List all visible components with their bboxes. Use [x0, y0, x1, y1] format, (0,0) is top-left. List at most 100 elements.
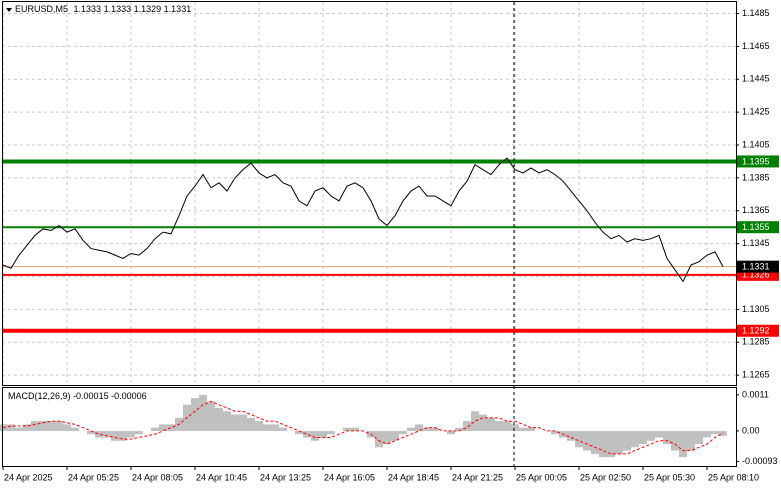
y-tick-label: 1.1465 — [742, 41, 770, 51]
macd-bar — [503, 421, 511, 431]
y-tick-label: 1.1385 — [742, 172, 770, 182]
y-tick-label: 1.1285 — [742, 337, 770, 347]
macd-bar — [407, 427, 415, 431]
macd-bar — [39, 421, 47, 431]
x-tick-label: 24 Apr 08:05 — [132, 472, 183, 482]
macd-bar — [207, 401, 215, 431]
y-tick-label: 1.1445 — [742, 74, 770, 84]
macd-bar — [159, 424, 167, 431]
macd-bar — [591, 430, 599, 454]
macd-bar — [575, 430, 583, 448]
level-label: 1.1355 — [742, 222, 770, 232]
macd-frame — [2, 387, 737, 467]
macd-bar — [519, 427, 527, 431]
macd-bar — [375, 430, 383, 448]
macd-bar — [703, 430, 711, 438]
signal-line — [2, 400, 724, 455]
y-tick-label: 1.1405 — [742, 139, 770, 149]
macd-bar — [263, 424, 271, 431]
macd-bar — [599, 430, 607, 458]
macd-bar — [87, 430, 95, 435]
macd-bar — [279, 427, 287, 431]
macd-bar — [623, 430, 631, 451]
y-tick-label: 1.1485 — [742, 8, 770, 18]
header: EURUSD,M5 1.1333 1.1333 1.1329 1.1331 — [15, 4, 191, 14]
macd-bar — [711, 430, 719, 435]
macd-bar — [343, 427, 351, 431]
macd-bar — [551, 430, 559, 435]
macd-bar — [47, 421, 55, 431]
macd-bar — [15, 427, 23, 431]
macd-bar — [423, 427, 431, 431]
y-tick-label: 1.1305 — [742, 304, 770, 314]
x-tick-label: 25 Apr 00:05 — [516, 472, 567, 482]
signal-value: -0.00006 — [111, 391, 147, 401]
macd-bar — [455, 427, 463, 431]
macd-bar — [239, 414, 247, 431]
y-tick-label: 1.1265 — [742, 370, 770, 380]
macd-bar — [679, 430, 687, 458]
plot-area — [0, 2, 736, 458]
macd-bar — [247, 417, 255, 431]
macd-bar — [655, 430, 663, 438]
x-tick-label: 24 Apr 18:45 — [388, 472, 439, 482]
last-price-label: 1.1331 — [742, 262, 770, 272]
macd-bar — [167, 424, 175, 431]
macd-bar — [191, 398, 199, 431]
level-label: 1.1395 — [742, 156, 770, 166]
symbol: EURUSD,M5 — [15, 4, 68, 14]
macd-bar — [135, 430, 143, 435]
y-tick-label: 1.1425 — [742, 107, 770, 117]
x-tick-label: 25 Apr 05:30 — [644, 472, 695, 482]
macd-bar — [351, 427, 359, 431]
macd-bar — [111, 430, 119, 441]
macd-bar — [383, 430, 391, 445]
macd-bar — [31, 421, 39, 431]
ohlc-high: 1.1333 — [104, 4, 132, 14]
macd-bar — [583, 430, 591, 451]
macd-bar — [55, 421, 63, 431]
price-line — [2, 157, 724, 283]
macd-bar — [479, 414, 487, 431]
macd-bar — [63, 424, 71, 431]
macd-bar — [663, 430, 671, 445]
macd-bar — [639, 430, 647, 445]
x-tick-label: 24 Apr 2025 — [4, 472, 53, 482]
macd-title: MACD(12,26,9) — [8, 391, 71, 401]
macd-bar — [303, 430, 311, 438]
macd-bar — [7, 424, 15, 431]
x-tick-label: 25 Apr 02:50 — [580, 472, 631, 482]
macd-bar — [95, 430, 103, 438]
macd-bar — [647, 430, 655, 441]
menu-arrow[interactable] — [6, 8, 12, 12]
macd-bar — [103, 430, 111, 438]
macd-bar — [71, 427, 79, 431]
ohlc-close: 1.1331 — [164, 4, 192, 14]
macd-bar — [511, 424, 519, 431]
x-tick-label: 25 Apr 08:10 — [708, 472, 759, 482]
y-tick-label: 1.1365 — [742, 205, 770, 215]
macd-bar — [255, 421, 263, 431]
macd-bar — [687, 430, 695, 451]
macd-bar — [23, 424, 31, 431]
last-price-box — [737, 260, 779, 273]
macd-bar — [631, 430, 639, 448]
ohlc-open: 1.1333 — [74, 4, 102, 14]
macd-bar — [695, 430, 703, 445]
y-tick-label: -0.00093 — [742, 456, 778, 466]
level-label-box — [737, 221, 779, 234]
macd-bar — [199, 394, 207, 431]
level-label: 1.1292 — [742, 326, 770, 336]
macd-bar — [447, 430, 455, 435]
macd-bar — [127, 430, 135, 438]
macd-header: MACD(12,26,9) -0.00015 -0.00006 — [8, 391, 147, 401]
macd-bar — [567, 430, 575, 441]
level-label: 1.1326 — [742, 270, 770, 280]
level-label-box — [737, 324, 779, 337]
macd-bar — [487, 417, 495, 431]
x-tick-label: 24 Apr 21:25 — [452, 472, 503, 482]
macd-bar — [271, 424, 279, 431]
macd-bar — [319, 430, 327, 438]
level-label-box — [737, 155, 779, 168]
